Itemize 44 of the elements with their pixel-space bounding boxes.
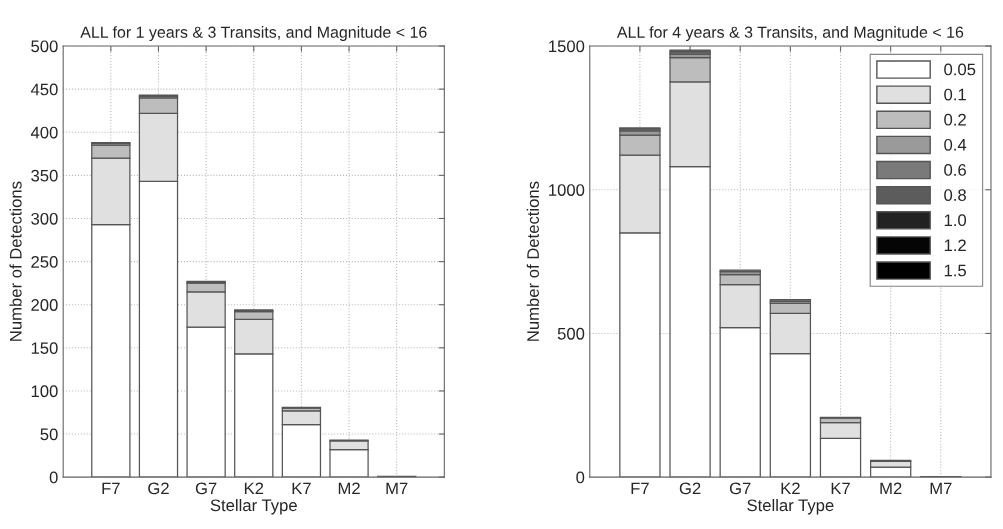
y-tick-label: 50	[40, 428, 58, 441]
legend-label: 0.05	[944, 63, 976, 76]
x-tick-label: M2	[338, 482, 360, 495]
legend-label: 0.8	[944, 189, 966, 201]
x-tick-label: K2	[781, 482, 800, 495]
x-tick-label: F7	[102, 482, 120, 495]
y-tick-label: 350	[31, 169, 58, 182]
chart-title: ALL for 1 years & 3 Transits, and Magnitude < 16	[80, 26, 427, 41]
x-tick-label: M7	[386, 482, 408, 495]
y-tick-label: 250	[31, 255, 58, 268]
legend-label: 0.4	[944, 138, 967, 151]
y-axis-title: Number of Detections	[9, 181, 22, 341]
y-tick-label: 1000	[549, 184, 585, 196]
y-tick-label: 0	[576, 471, 585, 484]
y-tick-label: 300	[31, 212, 58, 225]
x-tick-label: K7	[831, 482, 850, 495]
legend-label: 0.6	[944, 164, 966, 176]
y-tick-label: 450	[30, 83, 58, 96]
legend-label: 1.2	[944, 239, 966, 252]
x-tick-label: G2	[679, 482, 701, 495]
x-tick-label: M7	[930, 482, 952, 495]
x-tick-label: F7	[631, 482, 649, 495]
y-axis-title: Number of Detections	[526, 181, 539, 341]
y-tick-label: 0	[49, 471, 58, 484]
y-tick-label: 150	[31, 342, 58, 355]
y-tick-label: 200	[31, 299, 58, 311]
legend-label: 0.2	[944, 113, 966, 126]
x-tick-label: G2	[148, 482, 169, 495]
x-axis-title: Stellar Type	[210, 498, 297, 515]
x-tick-label: G7	[195, 482, 217, 495]
x-tick-label: K2	[244, 482, 264, 495]
x-tick-label: M2	[880, 482, 902, 495]
x-tick-label: G7	[729, 482, 751, 495]
y-tick-label: 100	[31, 385, 58, 398]
y-tick-label: 400	[30, 126, 58, 139]
y-tick-label: 1500	[549, 40, 585, 53]
legend-label: 1.5	[944, 264, 966, 277]
y-tick-label: 500	[31, 40, 58, 53]
y-tick-label: 500	[557, 327, 585, 340]
legend-label: 1.0	[944, 214, 967, 227]
x-axis-title: Stellar Type	[747, 498, 834, 515]
chart-title: ALL for 4 years & 3 Transits, and Magnitude < 16	[616, 26, 964, 41]
x-tick-label: K7	[292, 482, 311, 495]
legend-label: 0.1	[944, 88, 966, 101]
